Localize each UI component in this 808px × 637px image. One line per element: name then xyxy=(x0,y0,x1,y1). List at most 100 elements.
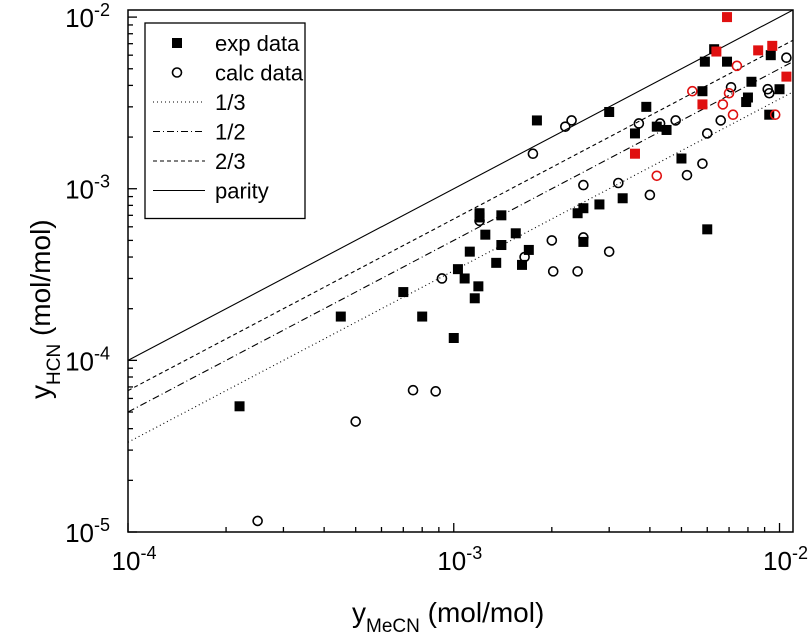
x-tick-label: 10-4 xyxy=(112,543,157,576)
calc-data-point xyxy=(546,235,558,246)
exp-data-point xyxy=(604,106,615,117)
calc-data-point xyxy=(560,121,571,132)
legend-box xyxy=(144,22,306,220)
legend-label: calc data xyxy=(215,61,304,86)
exp-data-point xyxy=(496,240,507,251)
calc-data-point xyxy=(527,148,539,160)
legend: exp data calc data 1/3 1/2 2/3 parity xyxy=(144,22,306,220)
y-tick-label: 10-5 xyxy=(65,515,110,548)
exp-data-point xyxy=(452,264,463,275)
calc-data-point xyxy=(681,169,693,181)
calc-data-point xyxy=(613,177,624,189)
exp-data-point xyxy=(578,203,589,214)
plot-frame xyxy=(127,9,794,533)
legend-label: 1/2 xyxy=(215,120,246,145)
line-2-3 xyxy=(128,39,793,392)
exp-data-point xyxy=(594,199,605,210)
calc-data-point xyxy=(566,115,577,126)
exp-data-point xyxy=(661,124,672,135)
y-tick-label: 10-3 xyxy=(65,172,110,205)
exp-data-point xyxy=(711,46,722,57)
exp-data-point xyxy=(464,246,475,257)
exp-data-point xyxy=(491,257,502,268)
calc-data-point xyxy=(519,251,530,263)
exp-data-point xyxy=(531,115,542,126)
y-axis-title-text: yHCN (mol/mol) xyxy=(25,219,65,399)
exp-data-point xyxy=(398,287,409,298)
exp-data-point xyxy=(629,128,640,139)
exp-data-point xyxy=(523,244,534,255)
exp-data-point xyxy=(510,228,521,239)
calc-data-point xyxy=(725,81,737,93)
exp-data-point xyxy=(722,12,733,23)
calc-data-point xyxy=(701,128,713,139)
x-axis-title-text: yMeCN (mol/mol) xyxy=(352,597,544,637)
calc-data-point xyxy=(252,515,263,527)
calc-data-point xyxy=(474,215,485,227)
calc-data-point xyxy=(723,87,735,99)
calc-data-point xyxy=(763,87,775,99)
exp-data-point xyxy=(474,212,485,223)
exp-data-point xyxy=(746,76,757,87)
exp-data-point xyxy=(676,153,687,164)
calc-data-point xyxy=(572,266,583,277)
calc-data-point xyxy=(781,52,792,64)
exp-data-point xyxy=(629,148,640,159)
calc-data-point xyxy=(715,115,727,126)
legend-label: parity xyxy=(215,179,269,204)
x-tick-label: 10-3 xyxy=(437,543,482,576)
calc-data-point xyxy=(654,118,666,129)
y-tick-label: 10-2 xyxy=(65,0,110,33)
exp-data-point xyxy=(774,84,785,95)
axis-ticks: 10-4 10-3 10-210-510-410-310-2 xyxy=(65,0,808,576)
calc-data-point xyxy=(687,85,698,97)
exp-data-point xyxy=(448,332,459,343)
exp-data-point xyxy=(699,56,710,67)
calc-data-point xyxy=(436,273,448,284)
calc-data-point xyxy=(651,170,663,182)
exp-data-point xyxy=(722,56,733,67)
exp-data-point xyxy=(517,259,528,270)
exp-data-point xyxy=(753,45,764,56)
exp-data-point xyxy=(480,229,491,240)
legend-label: 2/3 xyxy=(215,149,246,174)
calc-data-point xyxy=(769,109,781,121)
exp-data-point xyxy=(765,50,776,61)
calc-data-point xyxy=(578,232,589,243)
y-tick-label: 10-4 xyxy=(65,343,110,376)
calc-data-point xyxy=(697,158,708,169)
exp-data-point xyxy=(617,193,628,204)
calc-data-point xyxy=(731,60,743,72)
calc-data-point xyxy=(670,115,681,126)
y-axis-title: yHCN (mol/mol) xyxy=(25,219,65,399)
reference-lines xyxy=(128,10,793,443)
exp-data-point xyxy=(702,224,713,235)
exp-data-point xyxy=(496,210,507,221)
x-tick-label: 10-2 xyxy=(763,543,808,576)
legend-label: 1/3 xyxy=(215,90,246,115)
line-parity xyxy=(128,10,793,361)
exp-data-point xyxy=(417,311,428,322)
exp-data-point xyxy=(335,311,346,322)
exp-data-point xyxy=(234,401,245,412)
x-axis-title: yMeCN (mol/mol) xyxy=(352,597,544,637)
exp-data-point xyxy=(473,281,484,292)
exp-data-point xyxy=(572,208,583,219)
calc-data-point xyxy=(603,246,615,257)
calc-data-point xyxy=(727,109,739,121)
exp-data-point xyxy=(469,293,480,304)
calc-data-point xyxy=(717,99,729,110)
calc-data-point xyxy=(547,266,559,277)
exp-data-point xyxy=(459,273,470,284)
line-1-2 xyxy=(128,61,793,413)
legend-marker-square xyxy=(172,38,182,48)
exp-data-point xyxy=(697,99,708,110)
calc-data-point xyxy=(644,189,656,201)
legend-marker-circle xyxy=(171,67,183,78)
exp-data-point xyxy=(781,71,792,82)
exp-data-point xyxy=(764,109,775,120)
calc-data-point xyxy=(350,416,361,427)
exp-data-point xyxy=(767,40,778,51)
exp-data-point xyxy=(742,92,753,103)
